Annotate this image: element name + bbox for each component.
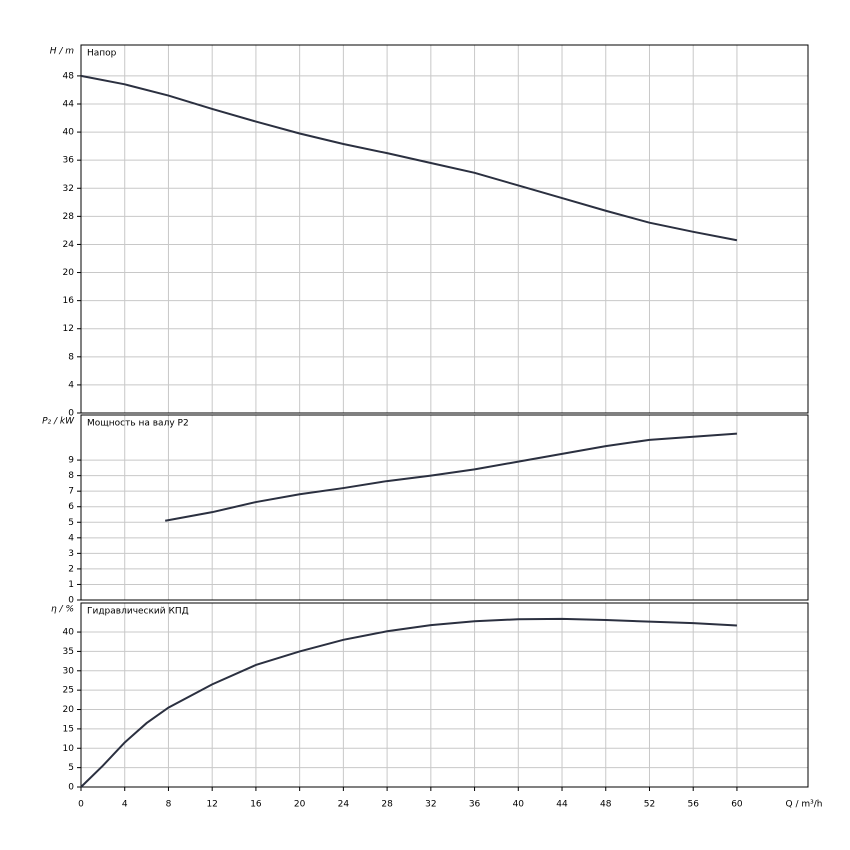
y-tick-label: 44: [63, 99, 75, 109]
panel-title: Напор: [87, 49, 117, 59]
y-tick-label: 35: [63, 647, 74, 657]
y-tick-label: 8: [68, 352, 74, 362]
x-tick-label: 52: [644, 800, 655, 810]
y-tick-label: 5: [68, 518, 74, 528]
y-tick-label: 3: [68, 549, 74, 559]
y-tick-label: 8: [68, 471, 74, 481]
y-tick-label: 7: [68, 487, 74, 497]
curve: [80, 74, 738, 242]
y-tick-label: 5: [68, 763, 74, 773]
y-tick-label: 40: [63, 128, 75, 138]
y-tick-label: 4: [68, 380, 74, 390]
x-tick-label: 8: [166, 800, 172, 810]
y-tick-label: 36: [63, 156, 75, 166]
x-tick-label: 20: [294, 800, 306, 810]
x-tick-label: 0: [78, 800, 84, 810]
y-tick-label: 24: [63, 240, 75, 250]
y-tick-label: 25: [63, 686, 74, 696]
y-tick-label: 12: [63, 324, 74, 334]
curve: [80, 617, 737, 788]
x-tick-label: 56: [687, 800, 699, 810]
x-tick-label: 44: [556, 800, 568, 810]
x-tick-label: 4: [122, 800, 128, 810]
y-tick-label: 20: [63, 705, 75, 715]
x-tick-label: 16: [250, 800, 262, 810]
y-tick-label: 40: [63, 628, 75, 638]
x-tick-label: 60: [731, 800, 743, 810]
panel-title: Мощность на валу P2: [87, 419, 189, 429]
y-tick-label: 10: [63, 744, 75, 754]
x-tick-label: 12: [206, 800, 217, 810]
y-tick-label: 0: [68, 409, 74, 419]
y-tick-label: 4: [68, 533, 74, 543]
y-tick-label: 28: [63, 212, 75, 222]
panel-title: Гидравлический КПД: [87, 607, 189, 617]
y-tick-label: 15: [63, 724, 74, 734]
y-tick-label: 0: [68, 783, 74, 793]
curve: [165, 432, 738, 522]
plot-frame: [80, 602, 809, 788]
y-tick-label: 32: [63, 184, 74, 194]
plot-frame: [80, 414, 809, 601]
y-axis-label: P₂ / kW: [42, 417, 75, 427]
y-tick-label: 0: [68, 596, 74, 606]
x-tick-label: 36: [469, 800, 481, 810]
y-tick-label: 30: [63, 666, 75, 676]
x-tick-label: 32: [425, 800, 436, 810]
plot-frame: [80, 44, 809, 414]
y-tick-label: 16: [63, 296, 75, 306]
y-tick-label: 1: [68, 580, 74, 590]
x-axis-label: Q / m³/h: [786, 800, 823, 810]
x-tick-label: 40: [513, 800, 525, 810]
y-axis-label: H / m: [50, 47, 75, 57]
y-tick-label: 9: [68, 456, 74, 466]
y-tick-label: 6: [68, 502, 74, 512]
x-tick-label: 48: [600, 800, 612, 810]
y-tick-label: 20: [63, 268, 75, 278]
x-tick-label: 24: [338, 800, 350, 810]
y-axis-label: η / %: [51, 605, 74, 615]
y-tick-label: 2: [68, 564, 74, 574]
y-tick-label: 48: [63, 71, 75, 81]
x-tick-label: 28: [381, 800, 393, 810]
